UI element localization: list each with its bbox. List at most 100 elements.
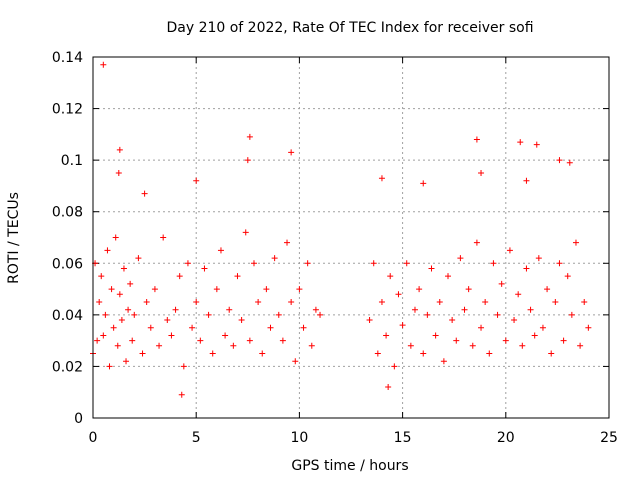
- data-point: [178, 391, 185, 398]
- data-point: [535, 255, 542, 262]
- data-point: [288, 149, 295, 156]
- data-point: [585, 324, 592, 331]
- data-point: [517, 139, 524, 146]
- data-point: [374, 350, 381, 357]
- data-point: [110, 324, 117, 331]
- data-point: [271, 255, 278, 262]
- data-point: [263, 286, 270, 293]
- data-point: [473, 239, 480, 246]
- data-point: [304, 260, 311, 267]
- data-point: [114, 342, 121, 349]
- data-point: [420, 350, 427, 357]
- x-axis-label: GPS time / hours: [291, 458, 408, 474]
- data-point: [116, 146, 123, 153]
- data-point: [490, 260, 497, 267]
- data-point: [300, 324, 307, 331]
- data-point: [515, 291, 522, 298]
- data-point: [560, 337, 567, 344]
- data-point: [428, 265, 435, 272]
- data-point: [449, 317, 456, 324]
- data-point: [284, 239, 291, 246]
- data-point: [102, 311, 109, 318]
- data-point: [94, 337, 101, 344]
- data-point: [230, 342, 237, 349]
- data-point: [197, 337, 204, 344]
- data-point: [552, 298, 559, 305]
- data-point: [544, 286, 551, 293]
- data-point: [279, 337, 286, 344]
- data-point: [506, 247, 513, 254]
- data-point: [548, 350, 555, 357]
- data-point: [98, 273, 105, 280]
- data-point: [176, 273, 183, 280]
- y-axis-label: ROTI / TECUs: [6, 192, 22, 284]
- data-points: [90, 61, 592, 398]
- data-point: [473, 136, 480, 143]
- data-point: [151, 286, 158, 293]
- data-point: [288, 298, 295, 305]
- data-point: [387, 273, 394, 280]
- data-point: [108, 286, 115, 293]
- data-point: [478, 324, 485, 331]
- data-point: [539, 324, 546, 331]
- data-point: [141, 190, 148, 197]
- data-point: [112, 234, 119, 241]
- chart-title: Day 210 of 2022, Rate Of TEC Index for r…: [166, 20, 533, 36]
- data-point: [205, 311, 212, 318]
- data-point: [259, 350, 266, 357]
- data-point: [581, 298, 588, 305]
- data-point: [391, 363, 398, 370]
- data-point: [250, 260, 257, 267]
- grid: [93, 57, 609, 418]
- data-point: [403, 260, 410, 267]
- data-point: [482, 298, 489, 305]
- data-point: [172, 306, 179, 313]
- data-point: [420, 180, 427, 187]
- data-point: [498, 280, 505, 287]
- data-point: [120, 265, 127, 272]
- data-point: [127, 280, 134, 287]
- data-point: [568, 311, 575, 318]
- data-point: [411, 306, 418, 313]
- data-point: [312, 306, 319, 313]
- data-point: [104, 247, 111, 254]
- data-point: [523, 265, 530, 272]
- data-point: [201, 265, 208, 272]
- data-point: [242, 229, 249, 236]
- data-point: [123, 358, 130, 365]
- data-point: [556, 157, 563, 164]
- data-point: [168, 332, 175, 339]
- data-point: [193, 177, 200, 184]
- data-point: [129, 337, 136, 344]
- data-point: [180, 363, 187, 370]
- data-point: [234, 273, 241, 280]
- data-point: [523, 177, 530, 184]
- x-tick-label: 5: [192, 430, 201, 446]
- data-point: [424, 311, 431, 318]
- data-point: [385, 384, 392, 391]
- x-tick-label: 20: [497, 430, 515, 446]
- data-point: [465, 286, 472, 293]
- data-point: [267, 324, 274, 331]
- data-point: [246, 133, 253, 140]
- data-point: [461, 306, 468, 313]
- data-point: [566, 159, 573, 166]
- data-point: [440, 358, 447, 365]
- data-point: [255, 298, 262, 305]
- x-tick-label: 15: [394, 430, 412, 446]
- data-point: [572, 239, 579, 246]
- data-point: [383, 332, 390, 339]
- data-point: [407, 342, 414, 349]
- y-tick-label: 0.04: [52, 308, 83, 324]
- y-tick-label: 0.12: [52, 102, 83, 118]
- data-point: [209, 350, 216, 357]
- data-point: [115, 170, 122, 177]
- data-point: [486, 350, 493, 357]
- data-point: [143, 298, 150, 305]
- data-point: [96, 298, 103, 305]
- data-point: [184, 260, 191, 267]
- data-point: [246, 337, 253, 344]
- data-point: [527, 306, 534, 313]
- data-point: [125, 306, 132, 313]
